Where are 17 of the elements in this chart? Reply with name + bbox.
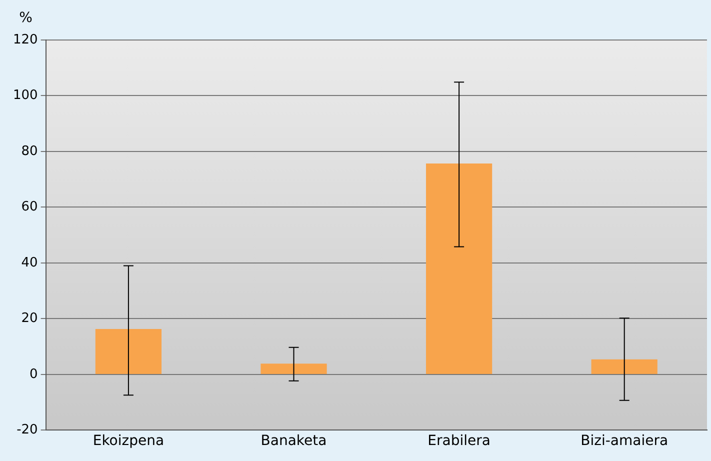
y-tick-label: 120 xyxy=(12,32,38,48)
bar xyxy=(591,359,658,374)
y-tick-label: 20 xyxy=(21,311,38,326)
bar xyxy=(426,163,492,374)
y-tick-label: 80 xyxy=(21,144,38,159)
x-tick-label: Bizi-amaiera xyxy=(580,433,668,450)
y-axis-title: % xyxy=(19,10,32,26)
y-tick-label: -20 xyxy=(16,422,38,438)
bar xyxy=(95,329,162,374)
x-tick-label: Erabilera xyxy=(428,433,490,450)
y-tick-label: 100 xyxy=(12,88,38,104)
x-tick-label: Banaketa xyxy=(260,433,327,450)
bar xyxy=(260,364,327,374)
y-tick-label: 0 xyxy=(30,366,38,382)
y-tick-label: 40 xyxy=(21,255,38,270)
x-tick-label: Ekoizpena xyxy=(92,433,164,450)
y-tick-label: 60 xyxy=(21,200,38,215)
